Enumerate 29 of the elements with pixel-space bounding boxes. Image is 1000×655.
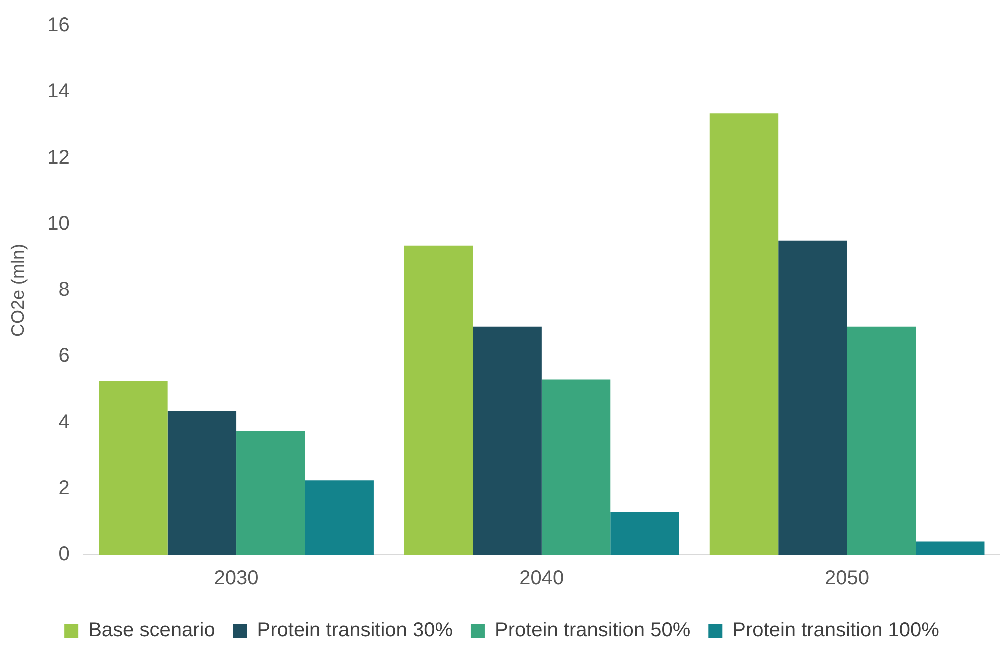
- bar: [847, 326, 916, 555]
- y-tick-label: 8: [58, 279, 70, 302]
- bar: [542, 380, 611, 555]
- y-tick-label: 12: [48, 146, 70, 169]
- bar: [305, 480, 374, 555]
- y-tick-label: 0: [58, 544, 70, 566]
- bar: [473, 326, 542, 555]
- y-tick-label: 4: [58, 411, 70, 434]
- y-tick-label: 10: [48, 212, 70, 235]
- bar: [404, 246, 474, 555]
- bar: [778, 240, 848, 555]
- bar: [710, 114, 779, 555]
- bar: [916, 542, 985, 555]
- y-tick-label: 16: [48, 14, 70, 37]
- y-axis-title: CO2e (mln): [8, 244, 28, 338]
- x-tick-label: 2040: [520, 568, 564, 590]
- x-tick-label: 2030: [214, 568, 259, 590]
- bar: [99, 381, 168, 555]
- legend-label: Protein transition 100%: [732, 620, 940, 642]
- legend-label: Base scenario: [88, 620, 216, 642]
- bar: [610, 512, 680, 555]
- y-tick-label: 6: [58, 345, 70, 368]
- y-tick-label: 2: [58, 477, 70, 500]
- x-tick-label: 2050: [825, 568, 870, 590]
- legend-label: Protein transition 50%: [494, 620, 691, 642]
- bar: [168, 411, 237, 555]
- y-tick-label: 14: [48, 80, 70, 103]
- legend-label: Protein transition 30%: [257, 620, 454, 642]
- bar: [236, 431, 306, 555]
